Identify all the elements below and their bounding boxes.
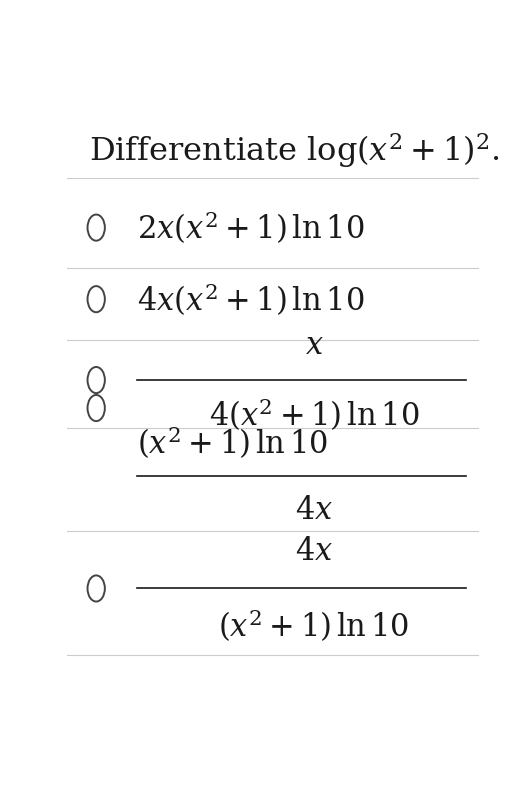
Text: $4x$: $4x$ [295, 495, 333, 526]
Text: $x$: $x$ [304, 330, 323, 361]
Text: Differentiate $\mathregular{log}(x^2 + 1)^2$.: Differentiate $\mathregular{log}(x^2 + 1… [89, 131, 500, 170]
Text: $4x$: $4x$ [295, 536, 333, 566]
Text: $(x^2 + 1)\,\ln 10$: $(x^2 + 1)\,\ln 10$ [218, 608, 410, 644]
Text: $2x(x^2 + 1)\,\ln 10$: $2x(x^2 + 1)\,\ln 10$ [137, 209, 364, 246]
Text: $4x(x^2 + 1)\,\ln 10$: $4x(x^2 + 1)\,\ln 10$ [137, 280, 364, 318]
Text: $4(x^2 + 1)\,\ln 10$: $4(x^2 + 1)\,\ln 10$ [209, 396, 419, 433]
Text: $(x^2 + 1)\,\ln 10$: $(x^2 + 1)\,\ln 10$ [137, 423, 328, 461]
